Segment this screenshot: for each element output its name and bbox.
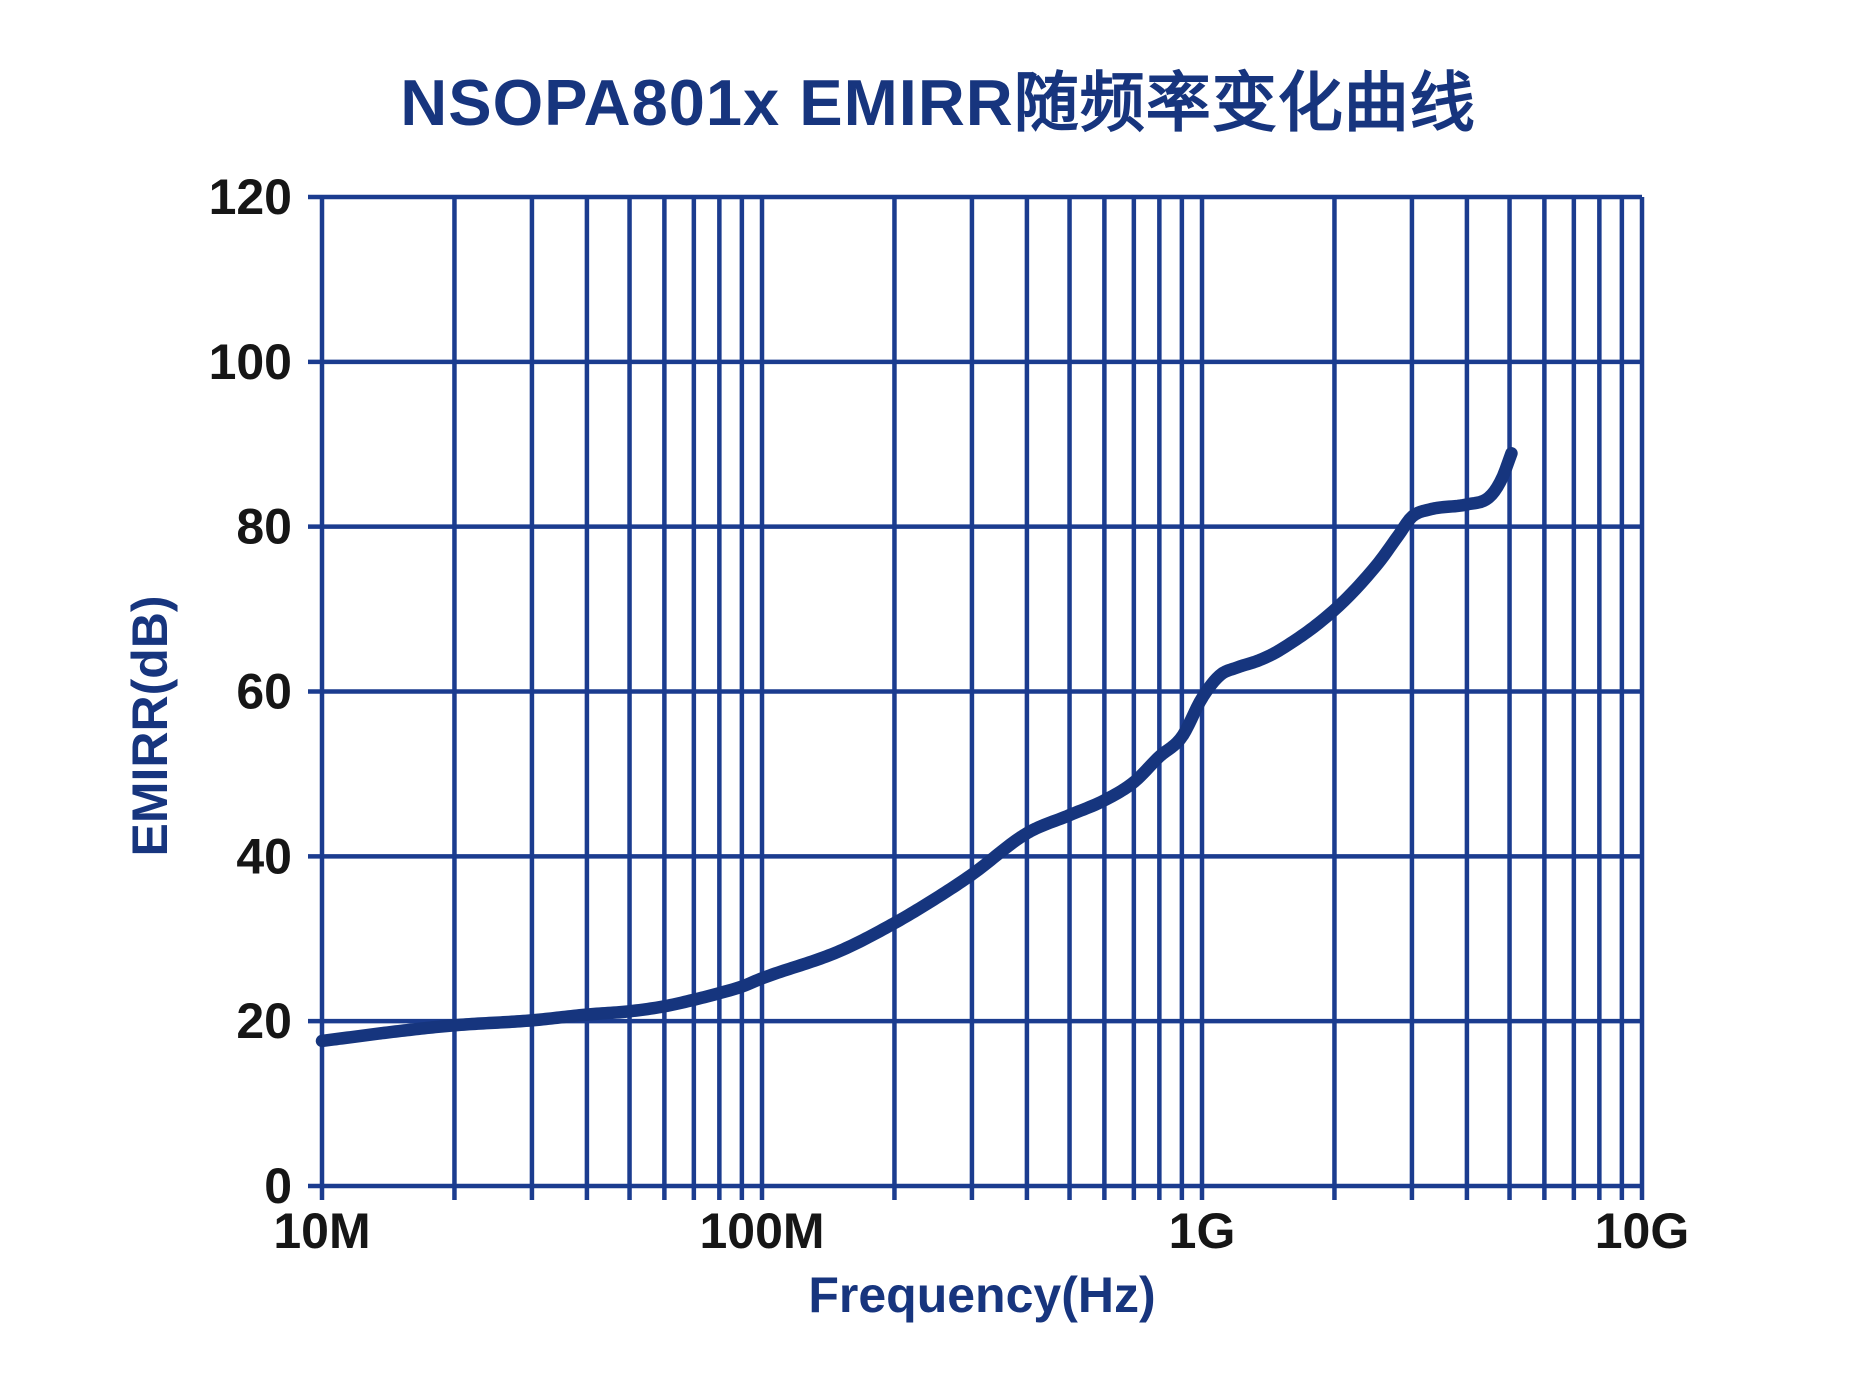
y-tick-label: 60 bbox=[236, 664, 292, 720]
y-tick-label: 80 bbox=[236, 499, 292, 555]
x-tick-label: 10M bbox=[273, 1203, 370, 1259]
y-tick-label: 120 bbox=[209, 169, 292, 225]
y-tick-label: 20 bbox=[236, 993, 292, 1049]
y-tick-label: 0 bbox=[264, 1158, 292, 1214]
x-axis-title: Frequency(Hz) bbox=[808, 1267, 1156, 1323]
x-tick-label: 100M bbox=[699, 1203, 824, 1259]
x-tick-label: 10G bbox=[1595, 1203, 1690, 1259]
y-tick-label: 100 bbox=[209, 334, 292, 390]
x-tick-label: 1G bbox=[1169, 1203, 1236, 1259]
chart-title: NSOPA801x EMIRR随频率变化曲线 bbox=[400, 66, 1476, 139]
emirr-curve bbox=[315, 447, 1518, 1048]
y-tick-label: 40 bbox=[236, 828, 292, 884]
